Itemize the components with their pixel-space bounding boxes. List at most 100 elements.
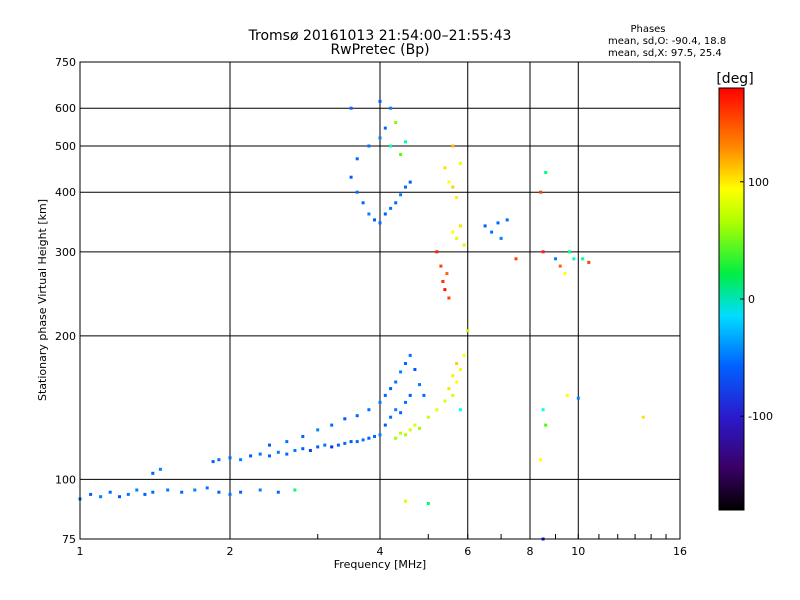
data-point xyxy=(361,438,365,442)
data-point xyxy=(441,280,445,283)
data-point xyxy=(587,260,591,264)
data-point xyxy=(394,380,398,384)
data-point xyxy=(445,272,449,276)
data-point xyxy=(258,488,262,492)
data-point xyxy=(343,441,347,445)
data-point xyxy=(301,447,305,451)
data-point xyxy=(404,499,407,503)
data-point xyxy=(126,492,130,496)
x-tick-label: 8 xyxy=(527,545,534,558)
data-point xyxy=(451,374,455,378)
y-tick-label: 750 xyxy=(55,56,76,69)
data-point xyxy=(211,460,215,464)
data-point xyxy=(462,243,466,247)
data-point xyxy=(361,201,365,205)
data-point xyxy=(568,250,571,254)
data-point xyxy=(413,368,417,371)
data-point xyxy=(544,423,548,427)
data-point xyxy=(447,387,451,391)
data-point xyxy=(541,408,545,412)
data-point xyxy=(349,106,353,110)
data-point xyxy=(641,415,645,419)
data-point xyxy=(408,353,412,357)
data-point xyxy=(394,436,398,440)
y-axis-ticks: 75 100 200 300 400 500 600 750 xyxy=(55,56,76,546)
data-point xyxy=(135,488,139,492)
data-point xyxy=(228,492,232,496)
data-point xyxy=(355,414,359,418)
data-point xyxy=(483,224,487,228)
data-point xyxy=(443,399,447,403)
data-point xyxy=(389,415,393,419)
data-point xyxy=(455,196,459,199)
data-point xyxy=(413,423,417,427)
data-point xyxy=(539,458,543,462)
data-point xyxy=(394,408,398,412)
y-tick-label: 500 xyxy=(55,140,76,153)
x-tick-label: 2 xyxy=(227,545,234,558)
data-point xyxy=(276,450,280,454)
data-point xyxy=(455,236,459,240)
data-point xyxy=(408,393,412,397)
data-point xyxy=(447,180,451,184)
data-point xyxy=(378,136,382,140)
data-point xyxy=(316,445,320,449)
x-axis-label: Frequency [MHz] xyxy=(334,558,426,571)
y-tick-label: 300 xyxy=(55,246,76,259)
data-point xyxy=(458,224,462,228)
data-point xyxy=(293,449,297,452)
data-point xyxy=(383,393,387,397)
data-point xyxy=(408,180,412,184)
data-point xyxy=(383,126,387,130)
data-point xyxy=(447,296,451,300)
data-point xyxy=(443,166,447,170)
data-point xyxy=(581,257,585,261)
data-point xyxy=(193,488,197,492)
data-point xyxy=(544,171,548,174)
data-point xyxy=(435,250,439,254)
x-tick-label: 10 xyxy=(571,545,585,558)
data-point xyxy=(158,467,162,471)
x-tick-label: 16 xyxy=(673,545,687,558)
data-point xyxy=(118,495,121,499)
data-point xyxy=(293,488,297,492)
data-point xyxy=(316,428,320,432)
data-point xyxy=(205,486,209,490)
data-point xyxy=(373,435,376,438)
data-points xyxy=(78,99,645,541)
data-point xyxy=(249,454,253,458)
data-point xyxy=(355,440,359,444)
data-point xyxy=(404,362,407,365)
data-point xyxy=(228,456,232,460)
data-point xyxy=(349,175,353,179)
data-point xyxy=(217,458,221,462)
colorbar-tick-label: 0 xyxy=(748,293,755,306)
data-point xyxy=(563,272,567,276)
data-point xyxy=(268,443,271,447)
data-point xyxy=(426,415,430,419)
y-tick-label: 400 xyxy=(55,186,76,199)
stats-o-line: mean, sd,O: -90.4, 18.8 xyxy=(608,36,726,47)
data-point xyxy=(301,435,305,438)
colorbar-label: [deg] xyxy=(716,71,753,87)
x-tick-label: 1 xyxy=(77,545,84,558)
data-point xyxy=(490,230,494,234)
y-tick-label: 600 xyxy=(55,102,76,115)
data-point xyxy=(455,380,459,384)
y-tick-label: 100 xyxy=(55,473,76,486)
data-point xyxy=(572,257,576,261)
stats-x-line: mean, sd,X: 97.5, 25.4 xyxy=(608,48,722,59)
data-point xyxy=(108,490,112,494)
data-point xyxy=(378,433,382,437)
data-point xyxy=(89,492,93,496)
data-point xyxy=(336,443,340,447)
data-point xyxy=(458,408,462,412)
data-point xyxy=(268,454,271,458)
x-tick-label: 4 xyxy=(377,545,384,558)
data-point xyxy=(367,212,371,216)
data-point xyxy=(239,490,243,494)
colorbar-tick-label: -100 xyxy=(748,410,773,423)
data-point xyxy=(143,492,147,496)
chart-subtitle: RwPretec (Bp) xyxy=(330,42,429,58)
